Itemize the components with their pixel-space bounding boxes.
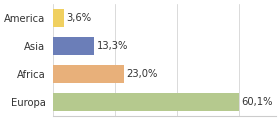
Bar	[53, 93, 239, 111]
Text: 60,1%: 60,1%	[241, 97, 273, 107]
Bar	[53, 9, 64, 27]
Bar	[53, 65, 124, 83]
Text: 13,3%: 13,3%	[97, 41, 128, 51]
Text: 23,0%: 23,0%	[127, 69, 158, 79]
Bar	[53, 37, 94, 55]
Text: 3,6%: 3,6%	[67, 13, 92, 23]
